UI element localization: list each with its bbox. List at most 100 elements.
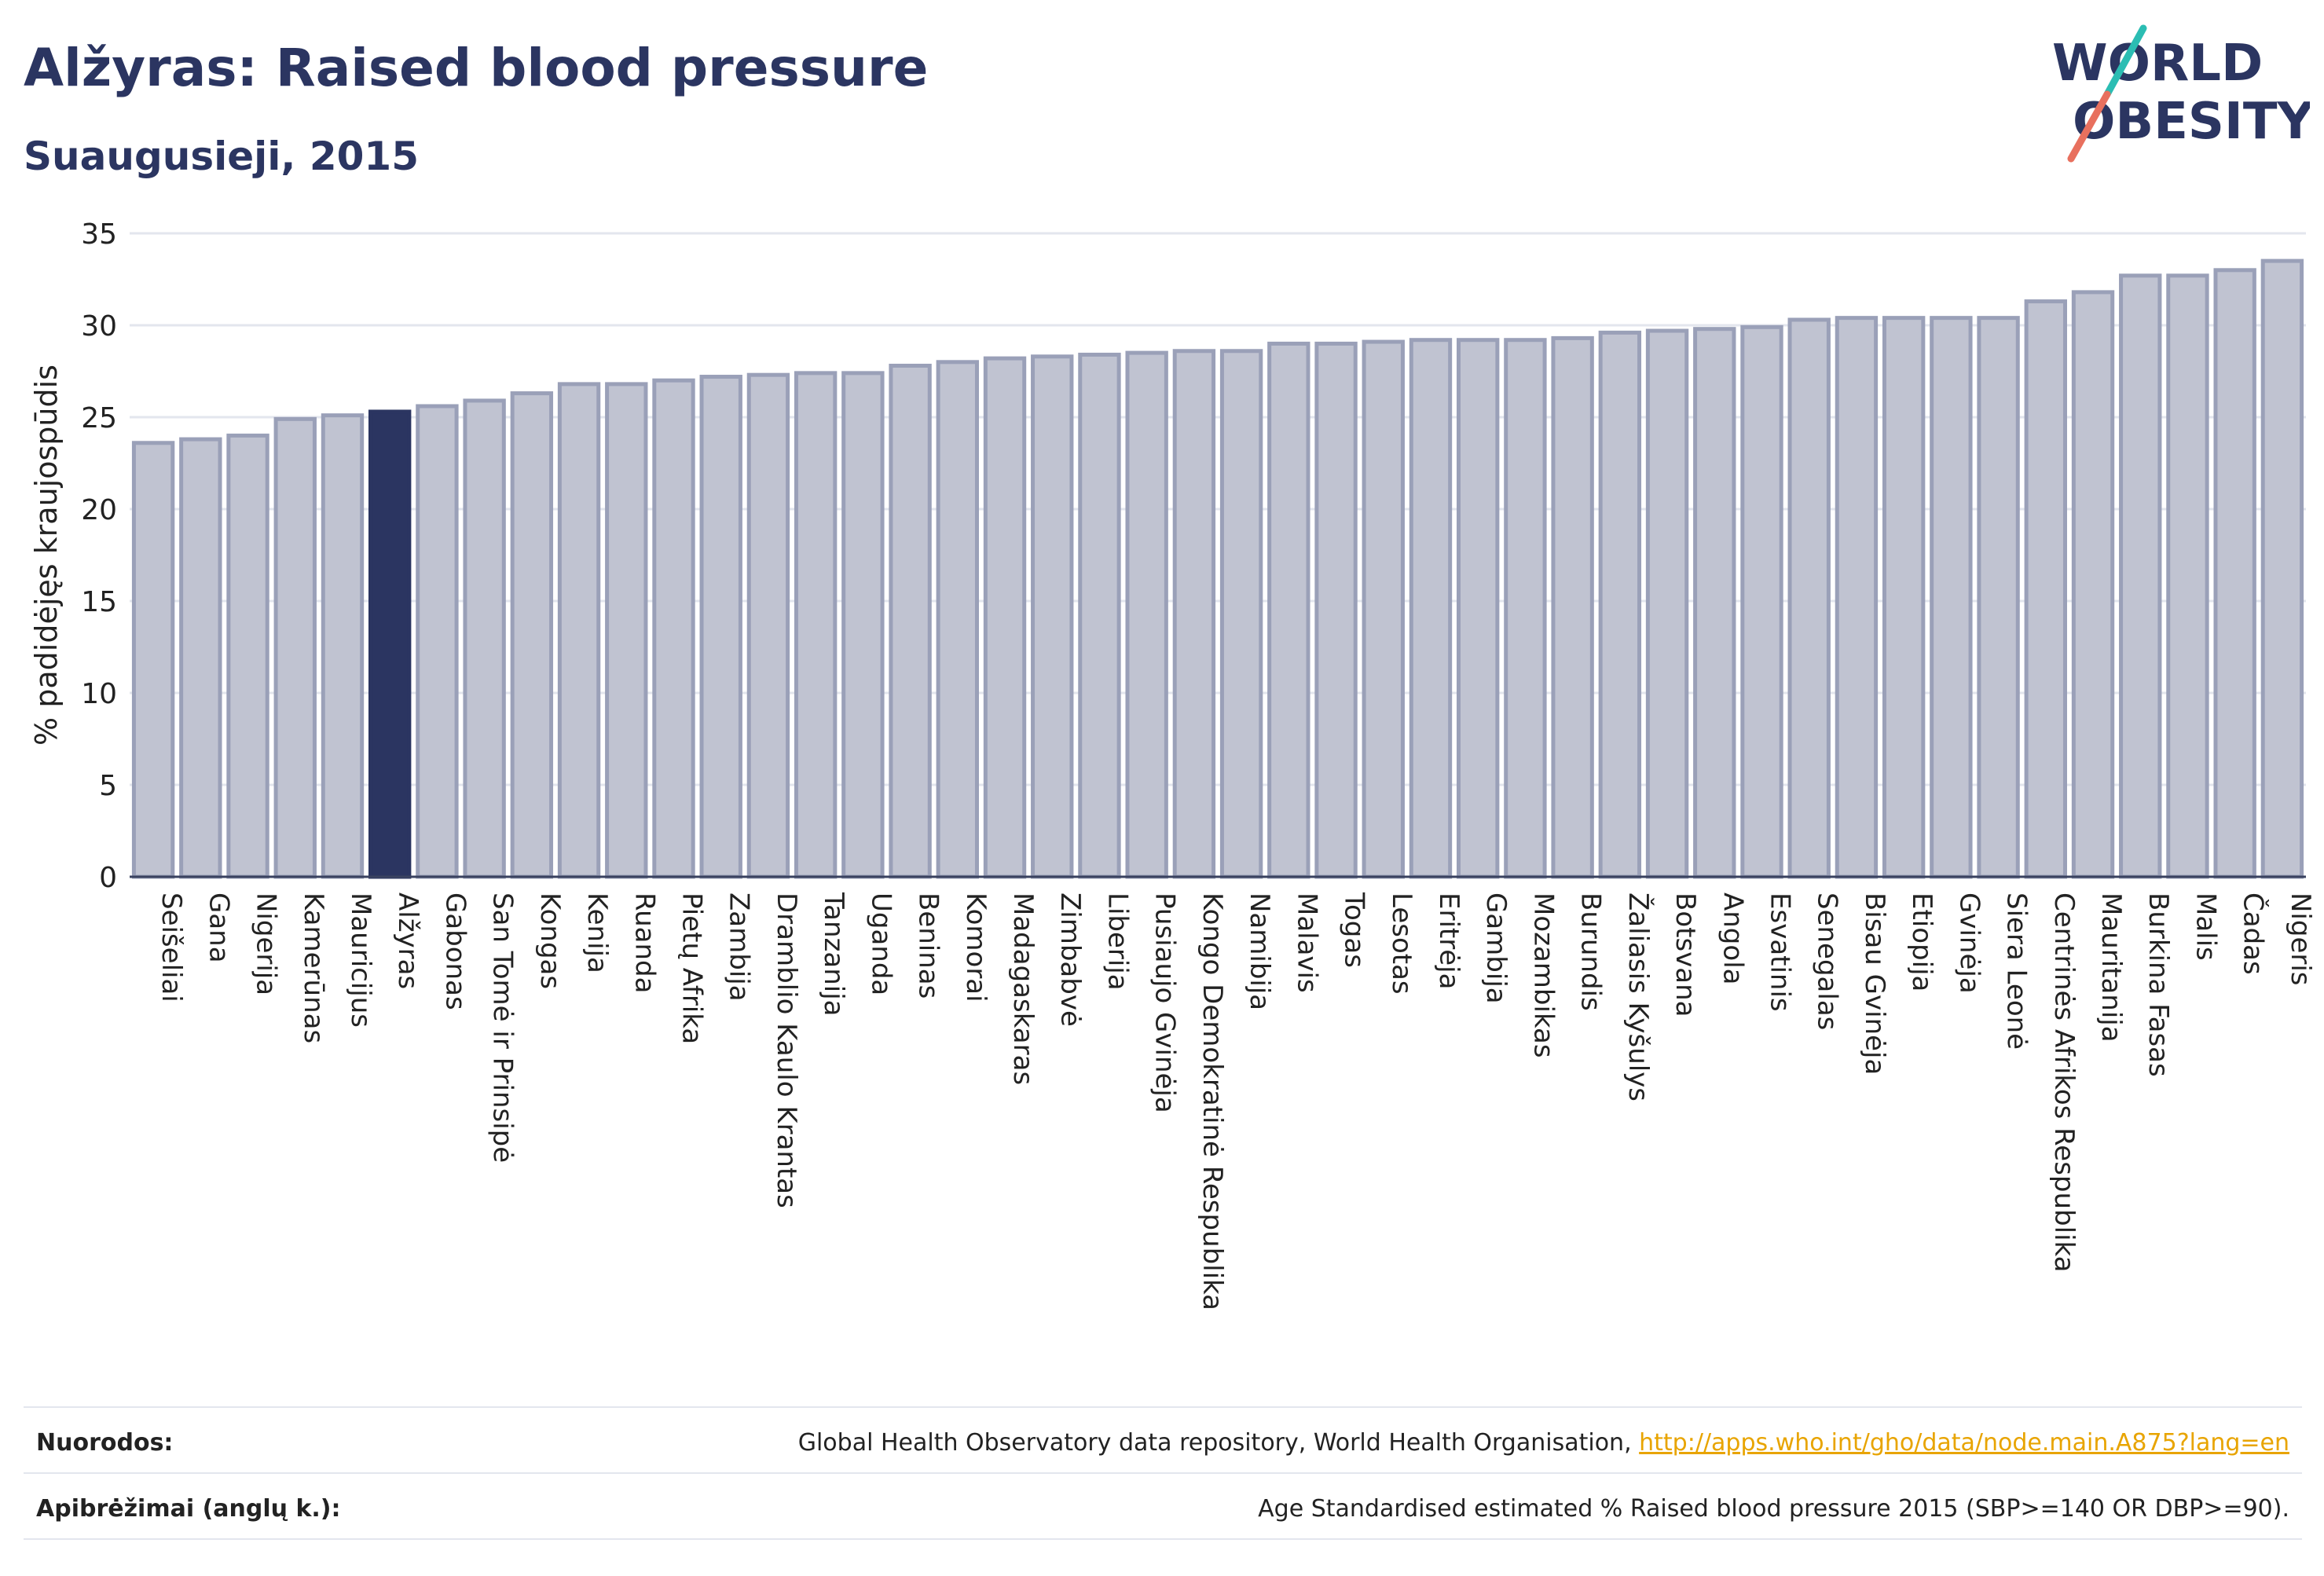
x-tick-label: Mauritanija <box>2095 892 2127 1043</box>
bar <box>1551 335 1594 879</box>
bar <box>1078 352 1121 879</box>
bar <box>746 372 790 879</box>
x-tick-label: Alžyras <box>392 892 423 989</box>
x-tick-label: Gabonas <box>439 892 471 1010</box>
bar <box>1835 316 1879 879</box>
references-row: Nuorodos: Global Health Observatory data… <box>24 1411 2302 1474</box>
footer-divider-middle <box>24 1472 2302 1474</box>
x-tick-label: Komorai <box>960 892 992 1002</box>
x-tick-label: Čadas <box>2238 892 2270 975</box>
bar <box>889 363 932 879</box>
x-tick-label: San Tomė ir Prinsipė <box>487 892 519 1163</box>
bar <box>1267 341 1310 879</box>
bar <box>699 375 742 879</box>
y-tick-label: 10 <box>81 678 117 710</box>
footer-divider-top <box>24 1406 2302 1408</box>
logo-line-1: WORLD <box>2052 35 2263 93</box>
y-tick-label: 5 <box>99 770 117 802</box>
x-tick-labels: Seišeliai Gana Nigerija Kamerūnas Mauricijus… <box>156 892 2316 1310</box>
bar <box>2071 290 2115 879</box>
bar <box>1457 338 1500 879</box>
y-tick-label: 25 <box>81 402 117 434</box>
bar <box>1787 317 1831 879</box>
bar <box>2260 258 2304 879</box>
x-tick-label: Namibija <box>1244 892 1275 1010</box>
bar <box>1882 316 1926 879</box>
bar <box>1314 341 1358 879</box>
bar-highlight <box>368 409 412 879</box>
bar <box>1172 349 1216 879</box>
references-text: Global Health Observatory data repositor… <box>797 1428 1640 1457</box>
x-tick-label: Malavis <box>1291 892 1322 993</box>
x-tick-label: Mozambikas <box>1527 892 1559 1058</box>
x-tick-label: Kenija <box>581 892 613 973</box>
bar <box>1740 324 1783 879</box>
x-tick-label: Kongo Demokratinė Respublika <box>1197 892 1228 1310</box>
x-tick-label: Žaliasis Kyšulys <box>1622 892 1655 1101</box>
x-tick-label: Togas <box>1339 892 1370 968</box>
x-tick-label: Eritrėja <box>1433 892 1464 989</box>
x-tick-label: Zambija <box>724 892 755 1002</box>
bar <box>416 404 459 879</box>
y-tick-labels: 0 5 10 15 20 25 30 35 <box>81 218 117 894</box>
bar-chart: 0 5 10 15 20 25 30 35 Seišeliai Gana Nigerija Kame… <box>29 218 2316 1310</box>
x-tick-label: Zimbabvė <box>1054 892 1086 1027</box>
bar <box>794 371 838 879</box>
chart-subtitle: Suaugusieji, 2015 <box>24 134 419 179</box>
bar <box>936 360 979 879</box>
bar <box>1693 327 1736 879</box>
bar <box>1125 350 1168 879</box>
x-tick-label: Kamerūnas <box>298 892 329 1043</box>
x-tick-label: Esvatinis <box>1765 892 1796 1012</box>
y-tick-label: 15 <box>81 586 117 618</box>
x-tick-label: Bisau Gvinėja <box>1859 892 1890 1075</box>
y-tick-label: 0 <box>99 862 117 894</box>
x-tick-label: Etiopija <box>1906 892 1937 991</box>
references-label: Nuorodos: <box>36 1428 174 1457</box>
bar <box>2213 268 2256 879</box>
x-tick-label: Angola <box>1717 892 1748 984</box>
x-tick-label: Senegalas <box>1812 892 1843 1030</box>
bar <box>1504 338 1547 879</box>
bar <box>131 441 175 879</box>
x-tick-label: Mauricijus <box>345 892 376 1028</box>
bar <box>1409 338 1453 879</box>
bar <box>463 398 506 879</box>
x-tick-label: Nigeris <box>2285 892 2316 986</box>
bar <box>2024 299 2067 879</box>
x-tick-label: Madagaskaras <box>1007 892 1039 1085</box>
bar <box>605 382 648 879</box>
x-tick-label: Beninas <box>913 892 944 999</box>
definitions-row: Apibrėžimai (anglų k.): Age Standardised… <box>24 1477 2302 1540</box>
x-tick-label: Dramblio Kaulo Krantas <box>771 892 802 1208</box>
bar <box>2166 273 2209 879</box>
bar <box>1598 330 1642 879</box>
world-obesity-logo: WORLD OBESITY <box>2051 24 2314 165</box>
x-tick-label: Siera Leonė <box>2001 892 2033 1050</box>
bar <box>1645 328 1689 879</box>
logo-slash-teal <box>2103 24 2147 98</box>
logo-line-2: OBESITY <box>2073 93 2310 151</box>
bar <box>652 378 695 879</box>
y-tick-label: 20 <box>81 494 117 526</box>
footer-divider-bottom <box>24 1538 2302 1540</box>
bar <box>1362 339 1405 879</box>
references-value: Global Health Observatory data repositor… <box>798 1429 2302 1457</box>
x-tick-label: Nigerija <box>251 892 282 995</box>
x-tick-label: Ruanda <box>629 892 660 993</box>
chart-title: Alžyras: Raised blood pressure <box>24 38 929 98</box>
x-tick-label: Centrinės Afrikos Respublika <box>2048 892 2080 1272</box>
y-tick-label: 35 <box>81 218 117 251</box>
x-tick-label: Botsvana <box>1670 892 1701 1017</box>
logo-slash-coral <box>2067 90 2111 163</box>
x-tick-label: Liberija <box>1102 892 1133 991</box>
bar <box>273 416 317 879</box>
x-tick-label: Pusiaujo Gvinėja <box>1149 892 1181 1113</box>
bar <box>983 356 1027 879</box>
references-link[interactable]: http://apps.who.int/gho/data/node.main.A… <box>1639 1428 2289 1457</box>
bar <box>1977 316 2020 879</box>
x-tick-label: Seišeliai <box>156 892 187 1002</box>
bar <box>1219 349 1263 879</box>
x-tick-label: Malis <box>2190 892 2221 961</box>
x-tick-label: Pietų Afrika <box>676 892 708 1044</box>
